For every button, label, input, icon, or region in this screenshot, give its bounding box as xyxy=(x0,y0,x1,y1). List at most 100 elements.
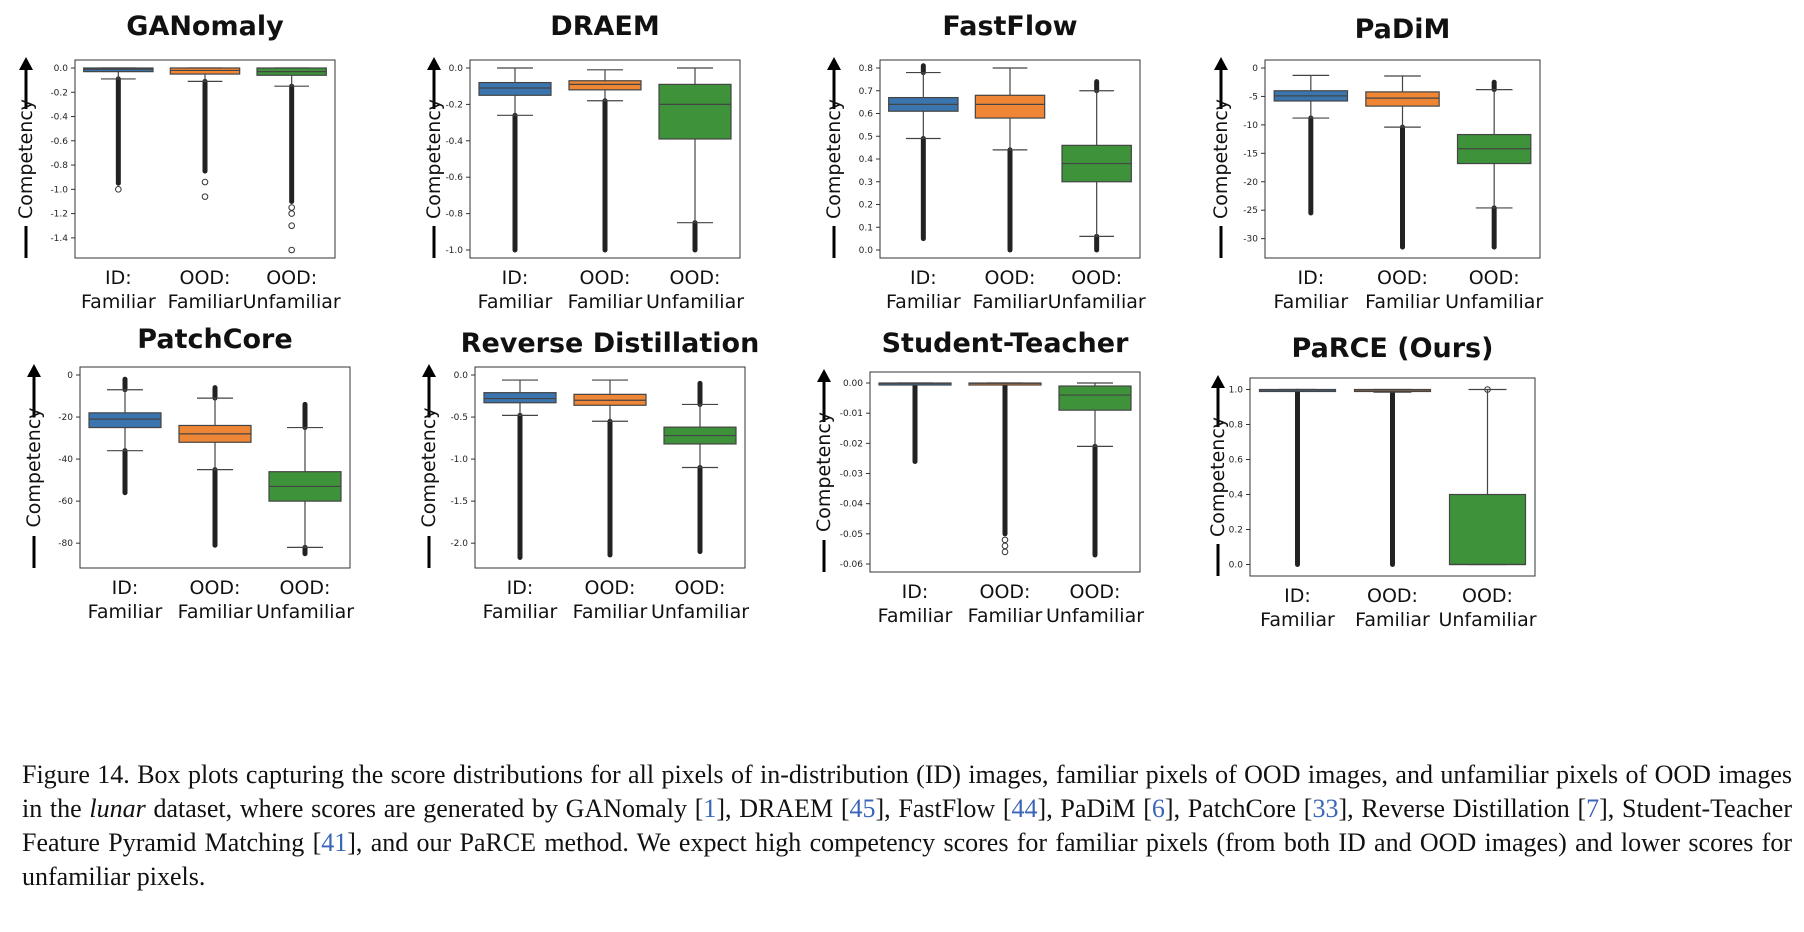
y-axis-label: Competency xyxy=(1210,99,1232,219)
box xyxy=(888,63,959,242)
box-body xyxy=(88,412,162,429)
chart-panel: Reverse Distillation 0.0 -0.5 -1.0 -1.5 -2.0 C… xyxy=(418,328,759,623)
x-category-label: OOD: xyxy=(190,577,241,599)
citation-link[interactable]: 45 xyxy=(849,794,876,823)
y-tick-label: -0.5 xyxy=(450,413,468,423)
y-tick-label: -0.8 xyxy=(445,210,463,220)
caption-prefix: Figure 14. xyxy=(22,760,130,789)
chart-panel: GANomaly 0.0 -0.2 -0.4 -0.6 -0.8 -1.0 -1.2 -1.4 C… xyxy=(15,11,341,313)
x-category-label: Unfamiliar xyxy=(243,291,341,313)
x-category-label: Familiar xyxy=(886,291,961,313)
outlier-point xyxy=(115,186,122,193)
box xyxy=(658,67,732,253)
chart-title: Reverse Distillation xyxy=(461,328,760,359)
x-category-label: Familiar xyxy=(973,291,1048,313)
plot-frame xyxy=(1249,377,1536,577)
box-body xyxy=(1058,385,1132,411)
box xyxy=(1448,386,1527,566)
x-category-label: Familiar xyxy=(1365,291,1440,313)
x-category-label: Unfamiliar xyxy=(1048,291,1146,313)
box xyxy=(1061,79,1132,253)
x-category-label: ID: xyxy=(910,267,937,289)
outlier-point xyxy=(1001,542,1009,550)
caption-dataset: lunar xyxy=(89,794,146,823)
citation-link[interactable]: 7 xyxy=(1586,794,1600,823)
chart-title: GANomaly xyxy=(126,11,284,42)
outlier-point xyxy=(201,193,209,200)
box-body xyxy=(1365,91,1440,107)
y-tick-label: -0.6 xyxy=(50,137,68,147)
box-body xyxy=(478,81,552,96)
outlier-point xyxy=(288,222,295,230)
x-category-label: Familiar xyxy=(1260,609,1335,631)
arrow-up-icon xyxy=(27,364,41,377)
outlier-point xyxy=(288,210,295,217)
chart-title: FastFlow xyxy=(942,11,1077,42)
box xyxy=(573,379,647,558)
plot-frame xyxy=(79,366,351,569)
y-tick-label: -1.2 xyxy=(50,210,68,220)
box xyxy=(478,67,552,253)
y-tick-label: -2.0 xyxy=(450,539,468,549)
box xyxy=(169,67,241,200)
box xyxy=(178,385,252,548)
y-tick-label: 0 xyxy=(1252,64,1258,74)
box xyxy=(878,382,952,464)
y-tick-label: 0.0 xyxy=(1229,561,1244,571)
x-category-label: Familiar xyxy=(178,601,253,623)
x-category-label: ID: xyxy=(502,267,529,289)
x-category-label: Familiar xyxy=(483,601,558,623)
x-category-label: Familiar xyxy=(878,605,953,627)
chart-panel: Student-Teacher 0.00 -0.01 -0.02 -0.03 -0.04 -… xyxy=(813,328,1144,627)
x-category-label: Unfamiliar xyxy=(1445,291,1543,313)
plot-frame xyxy=(469,59,741,259)
y-tick-label: 0.6 xyxy=(1229,456,1244,466)
x-category-label: OOD: xyxy=(675,577,726,599)
x-category-label: Familiar xyxy=(1274,291,1349,313)
box xyxy=(268,401,342,557)
citation-link[interactable]: 44 xyxy=(1011,794,1038,823)
y-tick-label: 0.0 xyxy=(454,371,469,381)
arrow-up-icon xyxy=(427,57,441,70)
y-tick-label: -25 xyxy=(1243,206,1258,216)
y-tick-label: -1.5 xyxy=(450,497,468,507)
x-category-label: OOD: xyxy=(280,577,331,599)
box xyxy=(256,67,327,254)
chart-panel: DRAEM 0.0 -0.2 -0.4 -0.6 -0.8 -1.0 Competency ID… xyxy=(423,11,744,313)
chart-title: PatchCore xyxy=(137,324,292,355)
box xyxy=(1456,79,1532,250)
x-category-label: Unfamiliar xyxy=(1438,609,1536,631)
y-tick-label: -0.8 xyxy=(50,161,68,171)
x-category-label: Familiar xyxy=(81,291,156,313)
citation-link[interactable]: 41 xyxy=(321,828,348,857)
box-body xyxy=(83,67,154,73)
citation-link[interactable]: 33 xyxy=(1312,794,1339,823)
x-category-label: OOD: xyxy=(1367,585,1418,607)
outlier-point xyxy=(1001,536,1009,544)
y-tick-label: 0.0 xyxy=(54,64,69,74)
box xyxy=(483,379,557,560)
y-tick-label: 0.8 xyxy=(859,64,874,74)
y-tick-label: -60 xyxy=(58,497,73,507)
y-tick-label: -80 xyxy=(58,539,73,549)
x-category-label: Familiar xyxy=(573,601,648,623)
x-category-label: Unfamiliar xyxy=(256,601,354,623)
x-category-label: ID: xyxy=(112,577,139,599)
x-category-label: OOD: xyxy=(266,267,317,289)
plot-frame xyxy=(1264,59,1541,259)
arrow-up-icon xyxy=(827,57,841,70)
chart-title: Student-Teacher xyxy=(882,328,1129,359)
citation-link[interactable]: 6 xyxy=(1151,794,1165,823)
y-axis-label: Competency xyxy=(1207,417,1229,537)
box-body xyxy=(974,94,1046,119)
plot-frame xyxy=(74,59,336,259)
box xyxy=(1365,75,1440,250)
chart-title: DRAEM xyxy=(550,11,659,42)
y-tick-label: -5 xyxy=(1249,92,1258,102)
y-axis-label: Competency xyxy=(813,412,835,532)
caption-text-7: ], Reverse Distillation [ xyxy=(1338,794,1587,823)
y-tick-label: 0.6 xyxy=(859,110,874,120)
y-tick-label: -0.2 xyxy=(50,88,68,98)
citation-link[interactable]: 1 xyxy=(703,794,717,823)
chart-panel: PaDiM0-5-10-15-20-25-30CompetencyID:Fami… xyxy=(1210,14,1543,313)
